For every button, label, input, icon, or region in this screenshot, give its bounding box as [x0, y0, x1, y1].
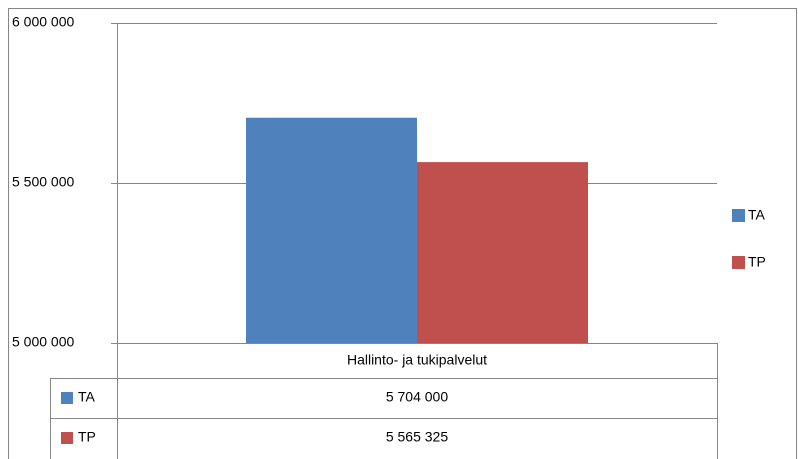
table-value: 5 704 000 [386, 389, 448, 405]
bar [246, 117, 417, 343]
bar [417, 162, 588, 343]
table-value: 5 565 325 [386, 429, 448, 445]
y-tick-label: 6 000 000 [12, 14, 74, 30]
legend-label: TA [748, 207, 766, 223]
y-tick-label: 5 000 000 [12, 334, 74, 350]
y-tick-label: 5 500 000 [12, 174, 74, 190]
table-series-name: TA [78, 389, 96, 405]
table-legend-key [61, 432, 73, 444]
table-series-name: TP [78, 429, 96, 445]
legend-key [732, 209, 745, 222]
table-legend-key [61, 392, 73, 404]
legend-label: TP [748, 254, 766, 270]
chart-frame [8, 8, 797, 459]
legend-key [732, 256, 745, 269]
table-header: Hallinto- ja tukipalvelut [347, 352, 487, 368]
